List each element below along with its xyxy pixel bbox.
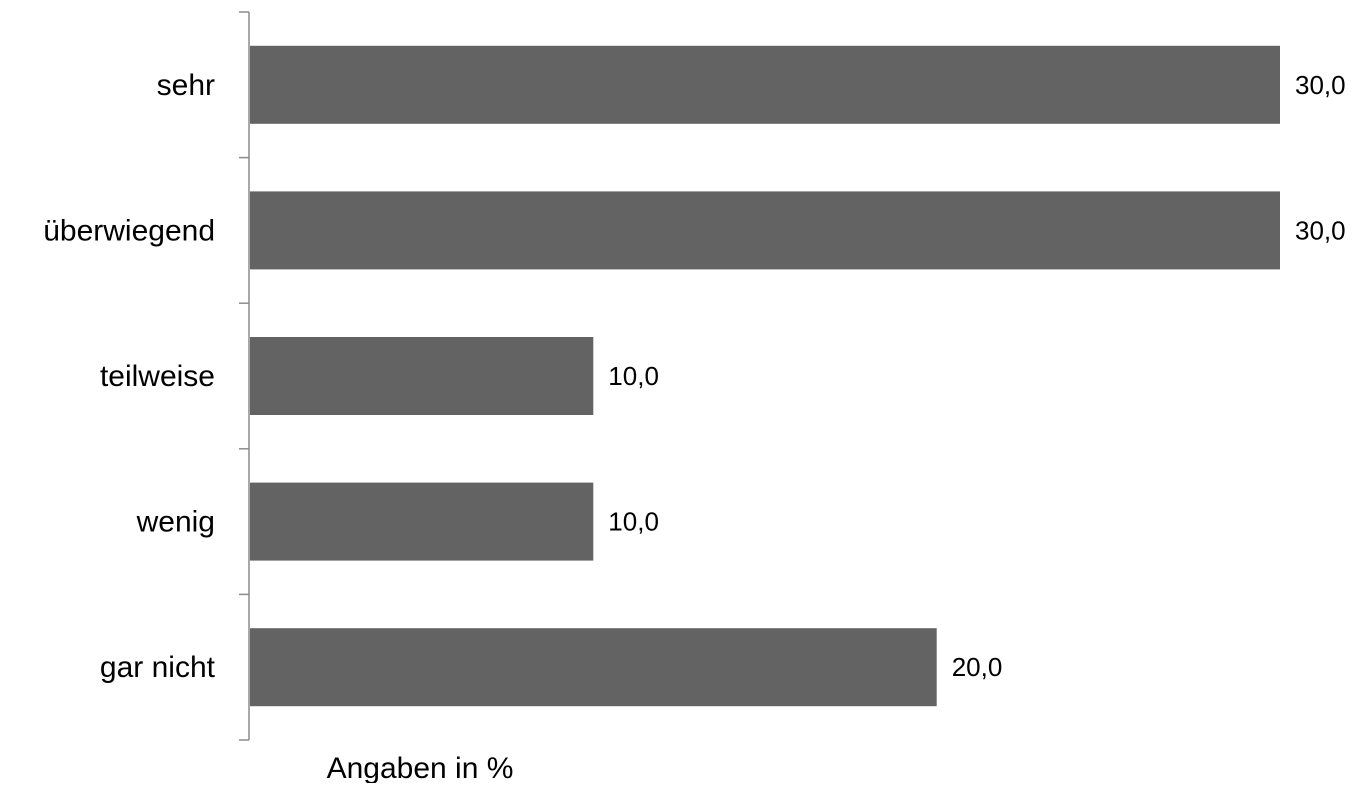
bar	[250, 45, 1280, 124]
bar	[250, 482, 594, 561]
bar	[250, 337, 594, 415]
labels-layer: sehr 30,0 überwiegend 30,0 teilweise 10,0 weni…	[43, 69, 1345, 684]
data-label: 10,0	[608, 361, 659, 391]
data-label: 30,0	[1295, 215, 1346, 245]
bar	[250, 191, 1280, 270]
bar	[250, 628, 937, 707]
x-axis-title: Angaben in %	[327, 752, 514, 783]
data-label: 30,0	[1295, 70, 1346, 100]
category-label: wenig	[136, 506, 215, 539]
category-label: teilweise	[100, 360, 215, 393]
category-axis	[239, 11, 250, 741]
data-label: 20,0	[952, 652, 1003, 682]
bars-layer	[250, 45, 1280, 707]
category-label: sehr	[157, 69, 215, 102]
category-label: gar nicht	[100, 651, 216, 684]
category-label: überwiegend	[43, 214, 215, 247]
data-label: 10,0	[608, 507, 659, 537]
